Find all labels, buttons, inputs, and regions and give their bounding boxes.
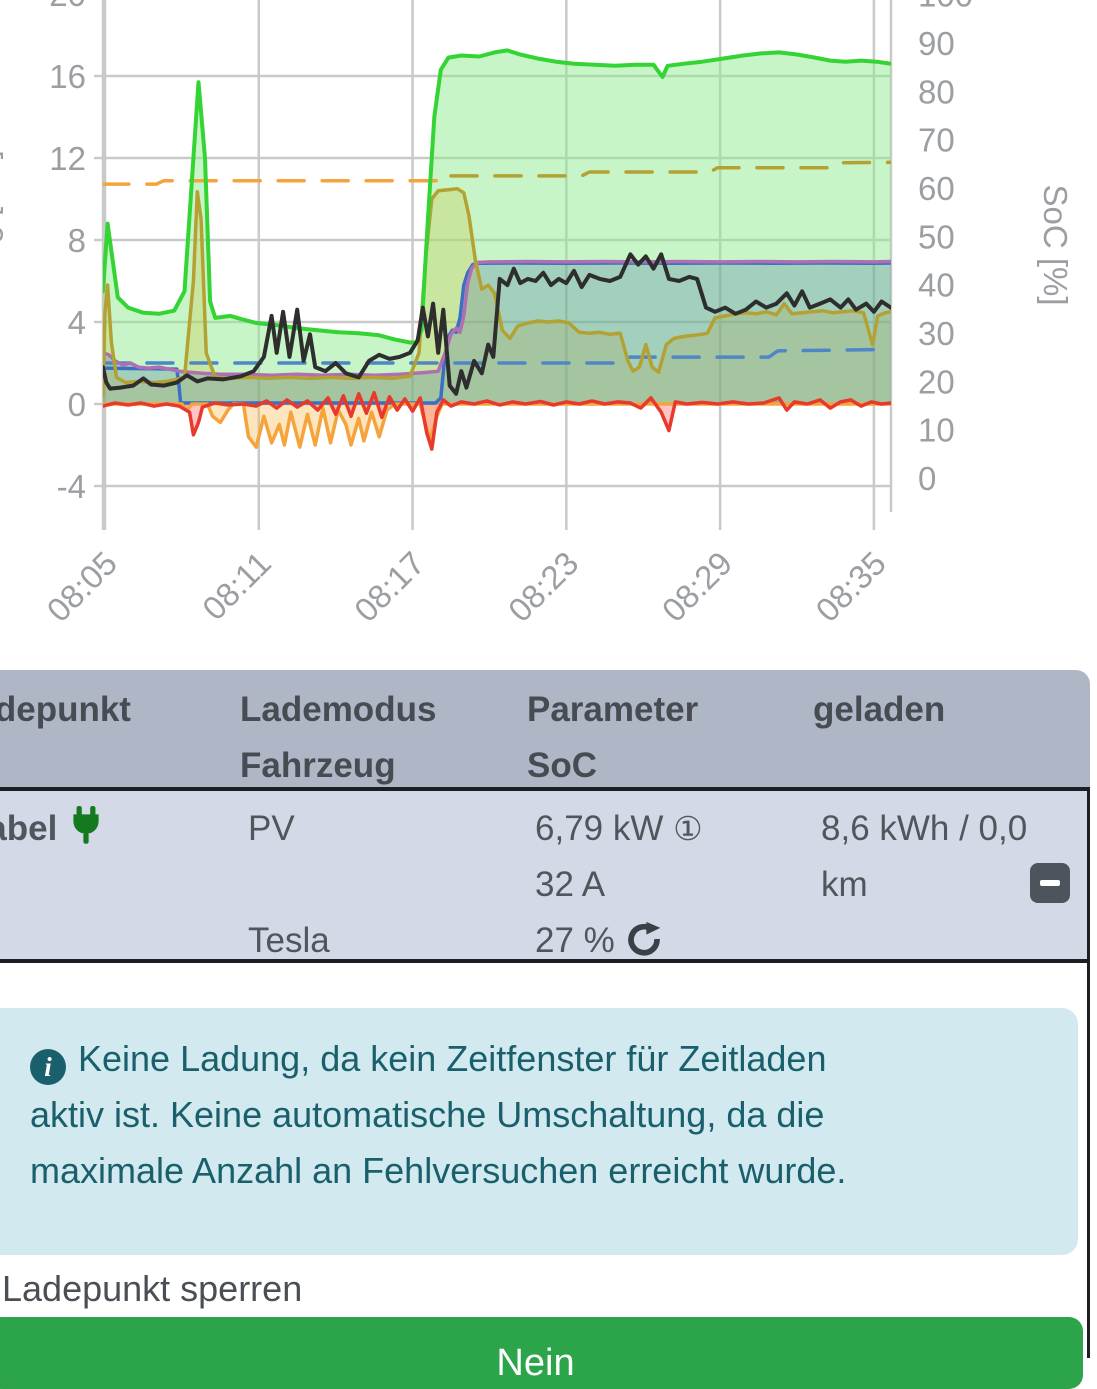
svg-text:08:23: 08:23 [501,544,586,629]
lademodus-value: PV [248,809,295,848]
col-soc-header: SoC [527,746,597,785]
power-soc-chart: 201612840-4100908070605040302010008:0508… [0,0,1097,656]
svg-text:Leistung [kW]: Leistung [kW] [0,150,3,350]
collapse-minus-icon[interactable] [1030,863,1070,903]
svg-text:08:29: 08:29 [655,544,740,629]
lock-chargepoint-label: Ladepunkt sperren [2,1268,303,1309]
svg-text:60: 60 [918,170,955,207]
col-geladen-header: geladen [813,690,946,729]
lock-no-button[interactable]: Nein [0,1317,1083,1389]
svg-text:40: 40 [918,267,955,304]
alert-text-line3: maximale Anzahl an Fehlversuchen erreich… [30,1150,847,1191]
row-bottom-border [0,959,1090,963]
strom-value: 32 A [535,865,606,904]
alert-text-line1: Keine Ladung, da kein Zeitfenster für Ze… [78,1038,827,1079]
soc-refresh-icon[interactable] [625,920,663,958]
alert-text-line2: aktiv ist. Keine automatische Umschaltun… [30,1094,825,1135]
svg-text:08:05: 08:05 [40,544,125,629]
svg-text:20: 20 [918,363,955,400]
svg-text:0: 0 [918,460,936,497]
svg-text:50: 50 [918,218,955,255]
geladen-value-line1: 8,6 kWh / 0,0 [821,809,1028,848]
fahrzeug-value: Tesla [248,921,330,960]
svg-text:08:11: 08:11 [195,544,278,627]
header-separator [0,787,1090,791]
svg-text:08:17: 08:17 [347,544,432,629]
soc-value: 27 % [535,913,663,969]
svg-text:80: 80 [918,73,955,110]
chargepoint-row: Kabel PV Tesla 6,79 kW ① 32 A 27 % 8,6 k… [0,791,1087,960]
card-right-border [1087,787,1090,1358]
leistung-value: 6,79 kW ① [535,809,703,848]
svg-text:70: 70 [918,122,955,159]
col-lademodus-header: Lademodus [240,690,437,729]
svg-text:8: 8 [68,222,86,259]
svg-text:12: 12 [49,140,86,177]
chargepoint-name: Kabel [0,801,103,857]
svg-text:16: 16 [49,58,86,95]
col-ladepunkt-header: Ladepunkt [0,690,131,729]
chargepoint-table-header: Ladepunkt Lademodus Fahrzeug Parameter S… [0,670,1090,787]
geladen-value-line2: km [821,865,868,904]
plug-icon [73,806,99,844]
col-fahrzeug-header: Fahrzeug [240,746,396,785]
svg-text:90: 90 [918,25,955,62]
svg-text:4: 4 [68,304,86,341]
svg-text:20: 20 [49,0,86,13]
svg-text:SoC [%]: SoC [%] [1037,184,1074,305]
info-alert: i Keine Ladung, da kein Zeitfenster für Z… [0,1008,1078,1255]
svg-text:08:35: 08:35 [808,544,893,629]
svg-text:10: 10 [918,412,955,449]
svg-text:-4: -4 [57,468,86,505]
svg-text:100: 100 [918,0,973,14]
info-icon: i [30,1049,66,1085]
svg-text:0: 0 [68,386,86,423]
col-parameter-header: Parameter [527,690,699,729]
svg-text:30: 30 [918,315,955,352]
phase-count-badge: ① [673,810,703,847]
